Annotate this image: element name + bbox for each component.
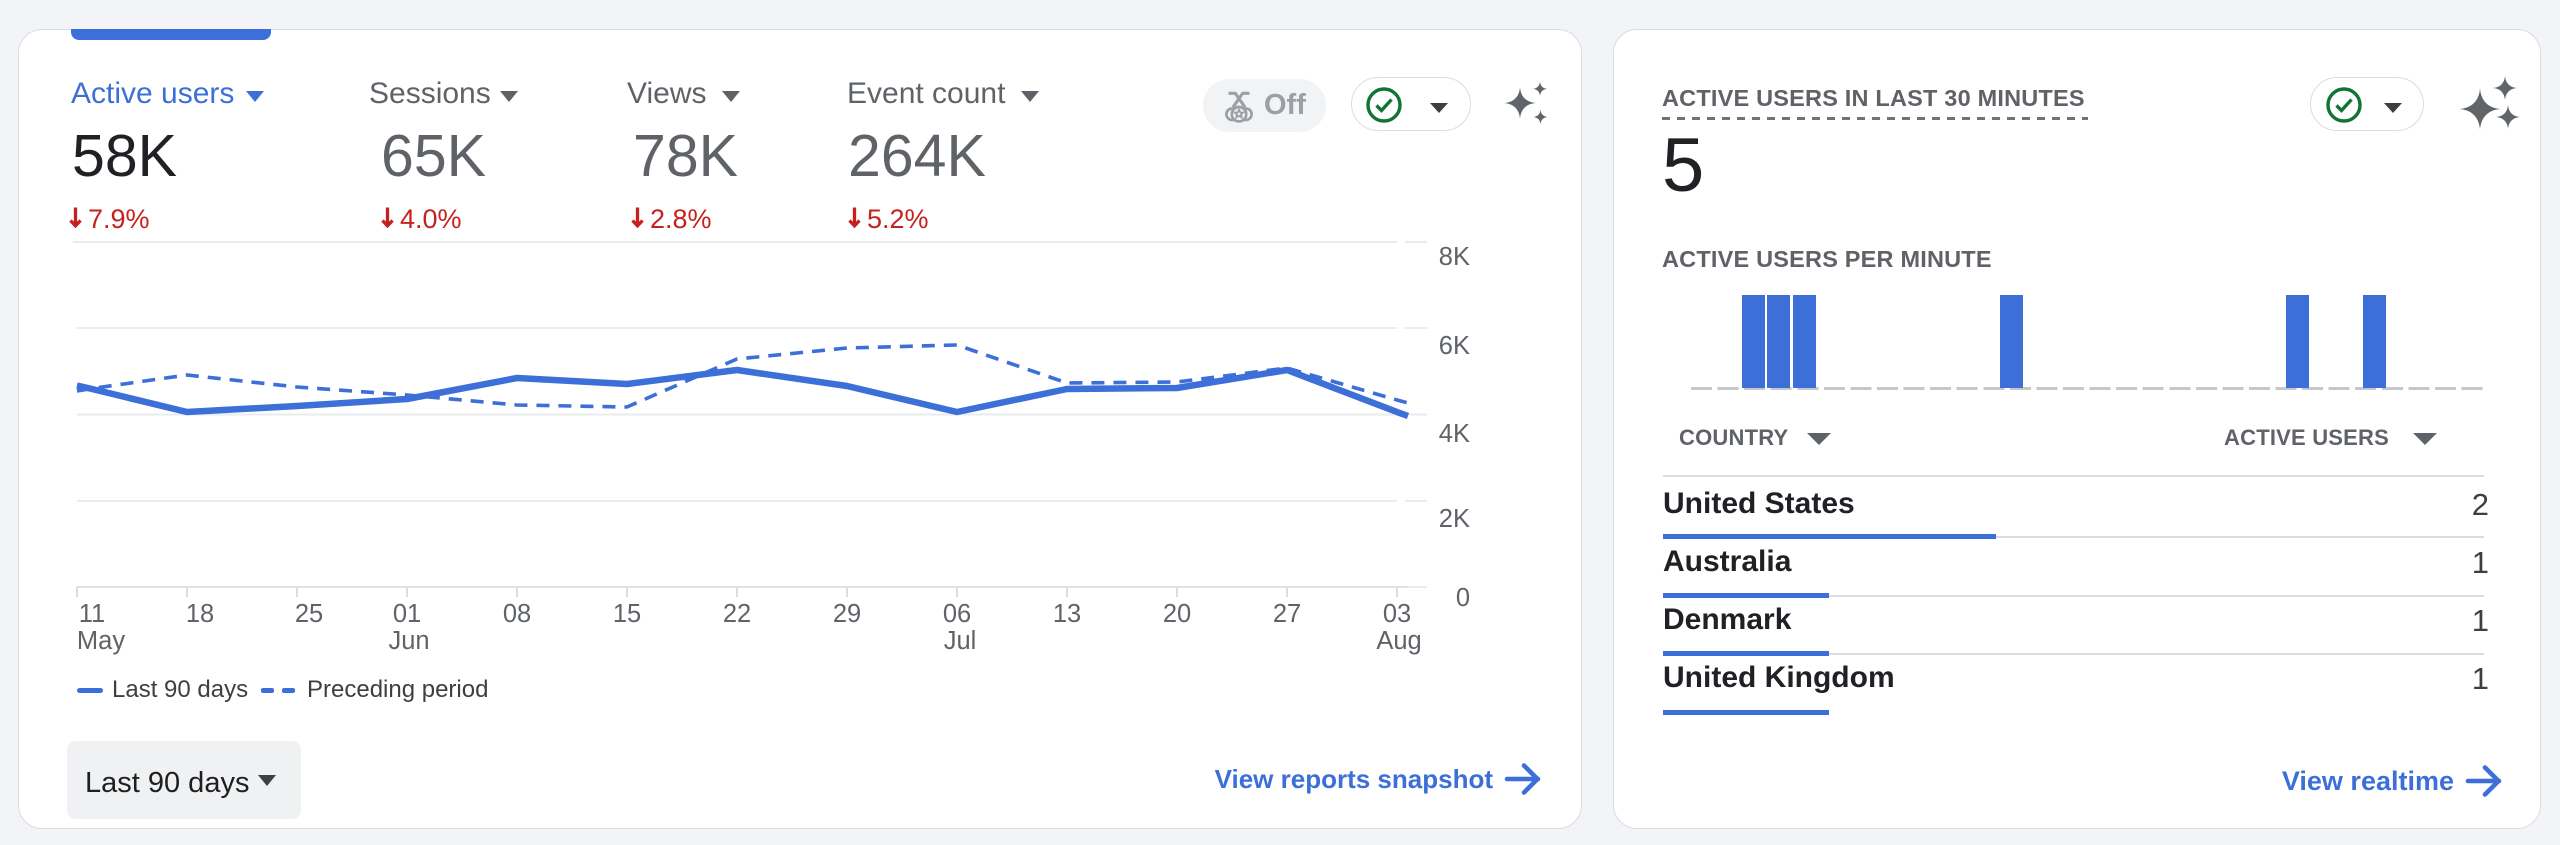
svg-text:03: 03 [1383, 600, 1411, 628]
svg-text:20: 20 [1163, 600, 1191, 628]
svg-text:29: 29 [833, 600, 861, 628]
svg-text:Aug: Aug [1376, 627, 1421, 655]
svg-text:18: 18 [186, 600, 214, 628]
svg-text:27: 27 [1273, 600, 1301, 628]
svg-text:2K: 2K [1439, 505, 1470, 533]
svg-text:11: 11 [79, 600, 105, 628]
svg-text:01: 01 [393, 600, 421, 628]
svg-text:0: 0 [1456, 584, 1470, 612]
svg-text:4K: 4K [1439, 420, 1470, 448]
svg-text:8K: 8K [1439, 243, 1470, 271]
svg-text:22: 22 [723, 600, 751, 628]
svg-text:Jun: Jun [388, 627, 429, 655]
svg-text:06: 06 [943, 600, 971, 628]
svg-text:13: 13 [1053, 600, 1081, 628]
svg-text:25: 25 [295, 600, 323, 628]
svg-text:May: May [77, 627, 125, 655]
svg-text:6K: 6K [1439, 332, 1470, 360]
svg-text:08: 08 [503, 600, 531, 628]
svg-text:Jul: Jul [944, 627, 977, 655]
svg-text:15: 15 [613, 600, 641, 628]
